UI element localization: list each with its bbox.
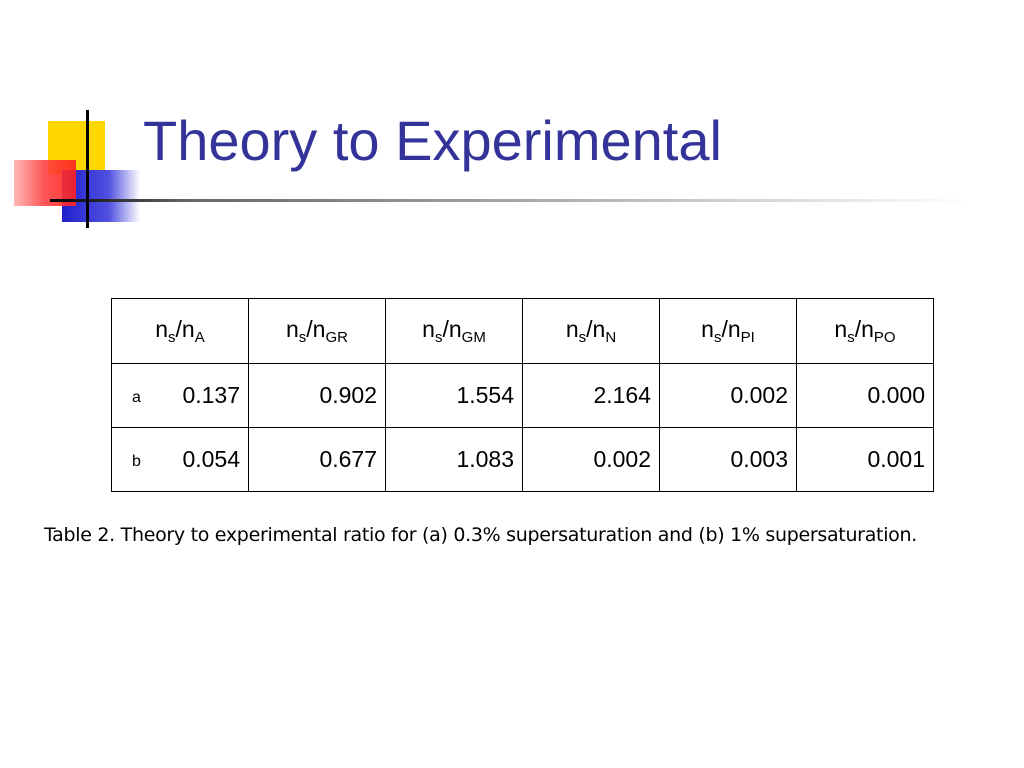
cell-value: 1.083 [456, 446, 514, 472]
cell-value: 0.001 [867, 446, 925, 472]
header-text: n [834, 316, 848, 342]
table-cell: a 0.137 [111, 363, 249, 428]
header-text: /n [442, 316, 462, 342]
subscript: s [434, 329, 443, 346]
header-cell: ns/nN [522, 298, 660, 364]
subscript: s [578, 329, 587, 346]
table-caption: Table 2. Theory to experimental ratio fo… [44, 524, 917, 546]
subscript: GR [325, 329, 348, 346]
header-text: n [565, 316, 579, 342]
table-cell: 0.001 [796, 427, 934, 492]
header-text: n [286, 316, 299, 342]
cell-value: 0.002 [730, 382, 788, 408]
cell-value: 0.002 [593, 446, 651, 472]
cell-value: 0.677 [319, 446, 377, 472]
header-text: n [422, 316, 435, 342]
row-label: b [132, 453, 141, 470]
table-cell: 2.164 [522, 363, 660, 428]
cell-value: 0.137 [182, 382, 240, 408]
cell-value: 0.000 [867, 382, 925, 408]
subscript: A [194, 329, 205, 346]
cell-value: 0.003 [730, 446, 788, 472]
header-cell: ns/nA [111, 298, 249, 364]
table-row: a 0.137 0.902 1.554 2.164 0.002 0.000 [111, 363, 934, 428]
subscript: s [168, 329, 176, 346]
subscript: N [605, 329, 617, 346]
decoration [14, 110, 970, 228]
cell-value: 0.902 [319, 382, 377, 408]
subscript: s [847, 329, 855, 346]
table-cell: 0.000 [796, 363, 934, 428]
header-cell: ns/nGR [248, 298, 386, 364]
table-cell: 0.677 [248, 427, 386, 492]
subscript: PO [873, 329, 896, 346]
cell-value: 1.554 [456, 382, 514, 408]
table-cell: 0.002 [659, 363, 797, 428]
subscript: GM [461, 329, 486, 346]
title-rule [50, 199, 970, 202]
vertical-rule [86, 110, 89, 228]
red-square [14, 160, 76, 206]
header-row: ns/nA ns/nGR ns/nGM ns/nN ns/nPI ns/nPO [111, 298, 934, 364]
table-cell: 0.003 [659, 427, 797, 492]
table-row: b 0.054 0.677 1.083 0.002 0.003 0.001 [111, 427, 934, 492]
table-cell: 0.902 [248, 363, 386, 428]
subscript: PI [740, 329, 755, 346]
header-text: n [155, 316, 169, 342]
cell-value: 0.054 [182, 446, 240, 472]
table-cell: 1.554 [385, 363, 523, 428]
data-table: ns/nA ns/nGR ns/nGM ns/nN ns/nPI ns/nPO a 0.13… [111, 298, 934, 492]
header-cell: ns/nGM [385, 298, 523, 364]
table-cell: 0.002 [522, 427, 660, 492]
subscript: s [713, 329, 722, 346]
header-text: /n [175, 316, 195, 342]
header-text: /n [586, 316, 606, 342]
cell-value: 2.164 [593, 382, 651, 408]
header-text: /n [854, 316, 874, 342]
header-cell: ns/nPI [659, 298, 797, 364]
table-cell: 1.083 [385, 427, 523, 492]
header-text: /n [721, 316, 741, 342]
header-cell: ns/nPO [796, 298, 934, 364]
row-label: a [132, 389, 141, 406]
table-body: a 0.137 0.902 1.554 2.164 0.002 0.000 b 0.054 0.6… [111, 363, 934, 492]
slide-title: Theory to Experimental [143, 109, 722, 172]
header-text: /n [306, 316, 326, 342]
table-cell: b 0.054 [111, 427, 249, 492]
subscript: s [298, 329, 307, 346]
header-text: n [701, 316, 714, 342]
